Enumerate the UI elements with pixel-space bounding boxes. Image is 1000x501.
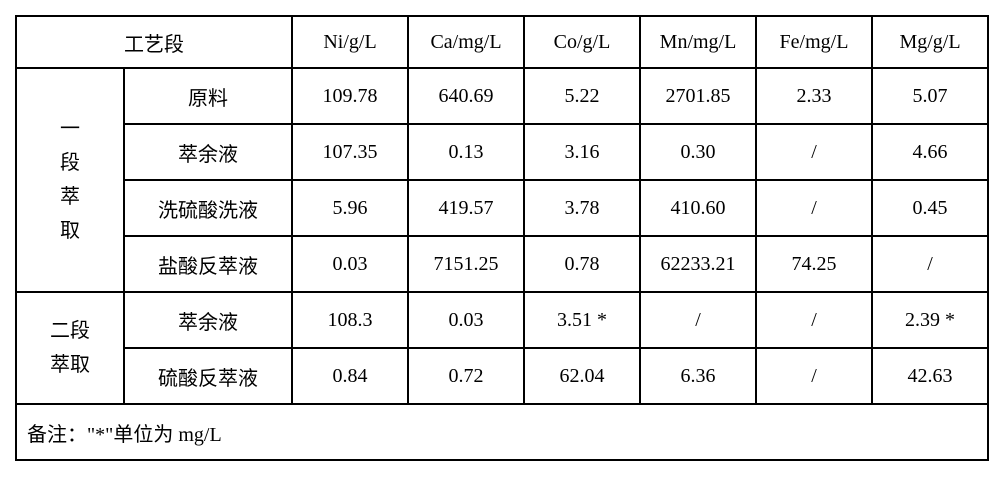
table-row: 洗硫酸洗液 5.96 419.57 3.78 410.60 / 0.45 [16, 180, 988, 236]
header-ca: Ca/mg/L [408, 16, 524, 68]
cell-value: 2.39 * [872, 292, 988, 348]
table-row: 萃余液 107.35 0.13 3.16 0.30 / 4.66 [16, 124, 988, 180]
cell-value: 5.96 [292, 180, 408, 236]
cell-value: 5.07 [872, 68, 988, 124]
header-stage: 工艺段 [16, 16, 292, 68]
stage2-line: 萃取 [17, 355, 123, 375]
stage1-char: 一 [17, 119, 123, 139]
stage1-char: 段 [17, 153, 123, 173]
cell-value: 108.3 [292, 292, 408, 348]
row-name: 萃余液 [124, 292, 292, 348]
stage1-char: 取 [17, 221, 123, 241]
cell-value: 2.33 [756, 68, 872, 124]
cell-value: 5.22 [524, 68, 640, 124]
table-row: 一 段 萃 取 原料 109.78 640.69 5.22 2701.85 2.… [16, 68, 988, 124]
cell-value: 3.16 [524, 124, 640, 180]
stage1-char: 萃 [17, 187, 123, 207]
cell-value: 640.69 [408, 68, 524, 124]
cell-value: 0.13 [408, 124, 524, 180]
cell-value: / [640, 292, 756, 348]
stage1-label: 一 段 萃 取 [16, 68, 124, 292]
row-name: 原料 [124, 68, 292, 124]
cell-value: 0.45 [872, 180, 988, 236]
cell-value: 410.60 [640, 180, 756, 236]
cell-value: 4.66 [872, 124, 988, 180]
cell-value: / [756, 180, 872, 236]
header-mg: Mg/g/L [872, 16, 988, 68]
cell-value: 3.78 [524, 180, 640, 236]
table-row: 硫酸反萃液 0.84 0.72 62.04 6.36 / 42.63 [16, 348, 988, 404]
table-header-row: 工艺段 Ni/g/L Ca/mg/L Co/g/L Mn/mg/L Fe/mg/… [16, 16, 988, 68]
cell-value: 0.72 [408, 348, 524, 404]
table-row: 二段 萃取 萃余液 108.3 0.03 3.51 * / / 2.39 * [16, 292, 988, 348]
cell-value: 0.03 [408, 292, 524, 348]
cell-value: / [756, 292, 872, 348]
stage2-line: 二段 [17, 321, 123, 341]
data-table-container: 工艺段 Ni/g/L Ca/mg/L Co/g/L Mn/mg/L Fe/mg/… [15, 15, 985, 461]
header-co: Co/g/L [524, 16, 640, 68]
cell-value: / [872, 236, 988, 292]
cell-value: 74.25 [756, 236, 872, 292]
cell-value: 0.78 [524, 236, 640, 292]
cell-value: 419.57 [408, 180, 524, 236]
cell-value: 7151.25 [408, 236, 524, 292]
cell-value: 0.30 [640, 124, 756, 180]
cell-value: 2701.85 [640, 68, 756, 124]
row-name: 盐酸反萃液 [124, 236, 292, 292]
header-fe: Fe/mg/L [756, 16, 872, 68]
cell-value: 109.78 [292, 68, 408, 124]
cell-value: 3.51 * [524, 292, 640, 348]
cell-value: 62233.21 [640, 236, 756, 292]
cell-value: / [756, 124, 872, 180]
cell-value: / [756, 348, 872, 404]
footnote-row: 备注："*"单位为 mg/L [16, 404, 988, 460]
header-ni: Ni/g/L [292, 16, 408, 68]
cell-value: 42.63 [872, 348, 988, 404]
extraction-data-table: 工艺段 Ni/g/L Ca/mg/L Co/g/L Mn/mg/L Fe/mg/… [15, 15, 989, 461]
header-mn: Mn/mg/L [640, 16, 756, 68]
cell-value: 0.03 [292, 236, 408, 292]
row-name: 萃余液 [124, 124, 292, 180]
cell-value: 0.84 [292, 348, 408, 404]
table-row: 盐酸反萃液 0.03 7151.25 0.78 62233.21 74.25 / [16, 236, 988, 292]
row-name: 硫酸反萃液 [124, 348, 292, 404]
row-name: 洗硫酸洗液 [124, 180, 292, 236]
stage2-label: 二段 萃取 [16, 292, 124, 404]
cell-value: 62.04 [524, 348, 640, 404]
footnote-text: 备注："*"单位为 mg/L [16, 404, 988, 460]
cell-value: 107.35 [292, 124, 408, 180]
cell-value: 6.36 [640, 348, 756, 404]
